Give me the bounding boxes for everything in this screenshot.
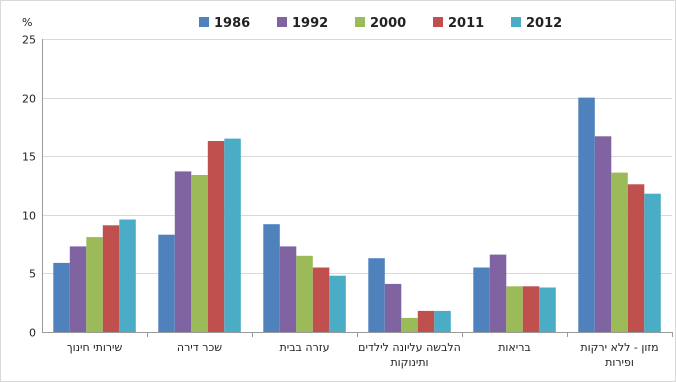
legend-label: 2000 xyxy=(370,16,406,31)
bar-2011 xyxy=(207,141,225,332)
bar-1986 xyxy=(368,258,385,332)
category-label: שכר דירה xyxy=(177,341,222,354)
bar-2011 xyxy=(312,267,330,332)
bar-2011 xyxy=(102,225,120,332)
bar-1986 xyxy=(53,262,70,332)
category-labels: שירותי חינוך שכר דירה עזרה בבית הלבשה עליונ… xyxy=(67,341,659,369)
bar-2012 xyxy=(644,193,661,332)
y-tick-label: 10 xyxy=(22,210,36,223)
bar-2000 xyxy=(611,172,628,332)
bar-2012 xyxy=(329,275,346,332)
bar-2011 xyxy=(417,310,435,332)
y-unit-label: % xyxy=(22,16,32,29)
category-label: הלבשה עליונה לילדים ותינוקות xyxy=(358,341,461,369)
bar-2011 xyxy=(627,184,645,332)
bar-1992 xyxy=(489,254,507,332)
legend-swatch xyxy=(433,17,443,27)
category-label: מזון - ללא ירקות ופירות xyxy=(580,341,658,369)
bar-2000 xyxy=(506,286,523,332)
y-tick-label: 5 xyxy=(29,268,36,281)
bar-2011 xyxy=(522,286,540,332)
bar-1992 xyxy=(69,246,87,332)
bar-2012 xyxy=(224,138,241,332)
bar-2012 xyxy=(119,219,136,332)
y-tick-label: 15 xyxy=(22,151,36,164)
y-tick-labels: 0 5 10 15 20 25 xyxy=(22,34,36,340)
category-label: שירותי חינוך xyxy=(67,341,123,354)
legend-label: 1986 xyxy=(214,16,250,31)
bar-2012 xyxy=(539,287,556,332)
bars xyxy=(53,97,661,332)
category-label: בריאות xyxy=(498,341,531,354)
legend-label: 2011 xyxy=(448,16,484,31)
bar-2000 xyxy=(191,175,208,332)
y-tick-label: 25 xyxy=(22,34,36,47)
bar-1992 xyxy=(174,171,192,332)
category-label: עזרה בבית xyxy=(280,341,330,354)
bar-2000 xyxy=(86,237,103,332)
bar-2000 xyxy=(296,255,313,332)
bar-1992 xyxy=(384,283,402,332)
legend-label: 1992 xyxy=(292,16,328,31)
y-tick-label: 0 xyxy=(29,327,36,340)
bar-1992 xyxy=(279,246,297,332)
bar-1986 xyxy=(263,224,280,332)
gridlines xyxy=(42,39,673,337)
bar-2000 xyxy=(401,317,418,332)
legend-swatch xyxy=(277,17,287,27)
y-tick-label: 20 xyxy=(22,93,36,106)
legend-swatch xyxy=(199,17,209,27)
bar-1992 xyxy=(594,136,612,332)
legend-swatch xyxy=(355,17,365,27)
legend: 1986 1992 2000 2011 2012 xyxy=(199,16,562,31)
legend-swatch xyxy=(511,17,521,27)
legend-label: 2012 xyxy=(526,16,562,31)
bar-1986 xyxy=(473,267,490,332)
bar-1986 xyxy=(158,234,175,332)
bar-1986 xyxy=(578,97,595,332)
bar-2012 xyxy=(434,310,451,332)
